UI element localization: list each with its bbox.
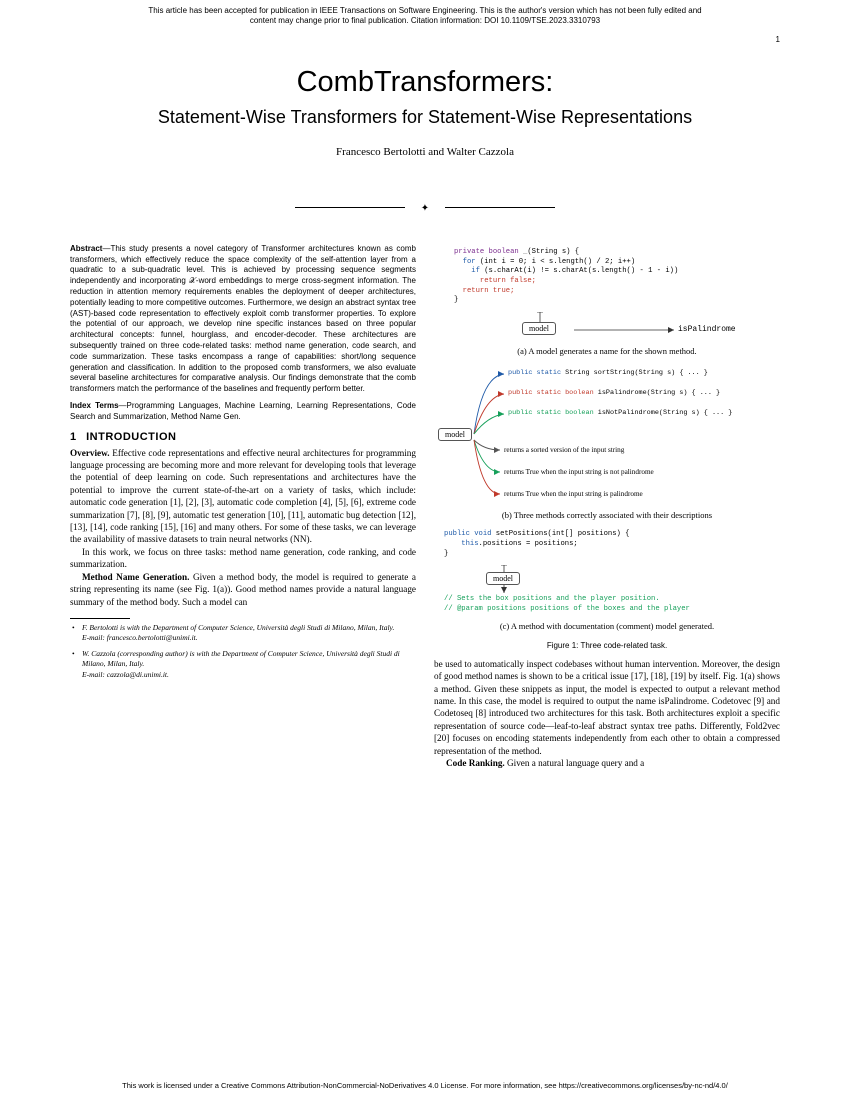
right-column: private boolean _(String s) { for (int i… [434, 244, 780, 770]
fig1b-model-box: model [438, 428, 472, 441]
index-terms: Index Terms—Programming Languages, Machi… [70, 401, 416, 423]
fig1a-model-box: model [522, 322, 556, 335]
fig1c-model-row: model [444, 565, 780, 593]
fig1a-caption: (a) A model generates a name for the sho… [434, 346, 780, 356]
fig1a-diagram: model isPalindrome [454, 312, 780, 342]
footnote-rule [70, 618, 130, 619]
diamond-icon: ✦ [421, 203, 429, 214]
title-divider: ✦ [295, 198, 555, 216]
fig1a-code: private boolean _(String s) { for (int i… [454, 248, 780, 306]
paper-subtitle: Statement-Wise Transformers for Statemen… [60, 107, 790, 128]
fig1b-caption: (b) Three methods correctly associated w… [434, 510, 780, 520]
title-block: CombTransformers: Statement-Wise Transfo… [0, 44, 850, 168]
section-1-body-col2: be used to automatically inspect codebas… [434, 658, 780, 770]
footnote-2: W. Cazzola (corresponding author) is wit… [70, 649, 416, 679]
author-footnotes: F. Bertolotti is with the Department of … [70, 623, 416, 680]
fig1c-caption: (c) A method with documentation (comment… [434, 621, 780, 631]
author-list: Francesco Bertolotti and Walter Cazzola [60, 146, 790, 158]
paper-title: CombTransformers: [60, 66, 790, 99]
fig1c-comment: // Sets the box positions and the player… [444, 595, 780, 614]
figure1-caption: Figure 1: Three code-related task. [434, 641, 780, 650]
fig1c-code: public void setPositions(int[] positions… [444, 530, 780, 559]
fig1a-output: isPalindrome [678, 325, 736, 334]
license-footer: This work is licensed under a Creative C… [0, 1081, 850, 1090]
page-number: 1 [0, 27, 850, 44]
fig1c-model-box: model [486, 572, 520, 585]
publication-notice: This article has been accepted for publi… [0, 0, 850, 27]
section-1-heading: 1Introduction [70, 431, 416, 443]
footnote-1: F. Bertolotti is with the Department of … [70, 623, 416, 643]
left-column: Abstract—This study presents a novel cat… [70, 244, 416, 770]
fig1b-diagram: model public static String sortString(St… [434, 366, 780, 506]
abstract: Abstract—This study presents a novel cat… [70, 244, 416, 395]
section-1-body: Overview. Effective code representations… [70, 447, 416, 608]
